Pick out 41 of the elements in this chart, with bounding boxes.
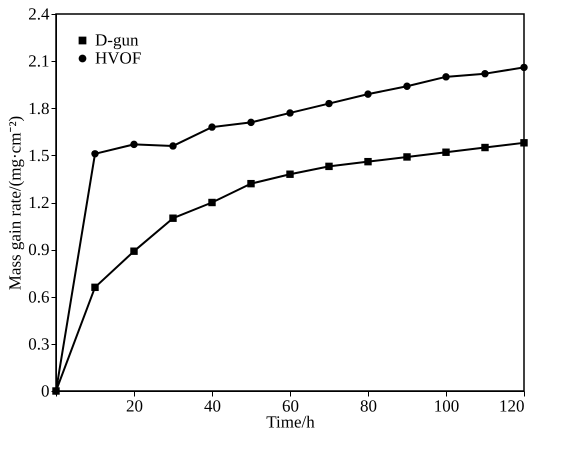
x-tick-label: 40 xyxy=(204,396,221,416)
legend-label: D-gun xyxy=(95,30,139,50)
point xyxy=(247,118,255,126)
y-tick-label: 0.9 xyxy=(28,240,50,260)
y-tick-label: 2.4 xyxy=(28,4,50,24)
x-tick-label: 80 xyxy=(360,396,377,416)
point xyxy=(91,284,99,292)
point xyxy=(403,153,411,161)
point xyxy=(325,100,333,108)
x-tick-label: 60 xyxy=(282,396,299,416)
point xyxy=(403,82,411,90)
x-axis-title: Time/h xyxy=(266,412,316,432)
point xyxy=(130,247,138,255)
point xyxy=(442,148,450,156)
point xyxy=(169,214,177,222)
point xyxy=(520,139,528,147)
point xyxy=(325,162,333,170)
legend-label: HVOF xyxy=(95,48,142,68)
point xyxy=(481,70,489,78)
point xyxy=(364,158,372,166)
y-tick-label: 0.6 xyxy=(28,287,50,306)
y-tick-label: 2.1 xyxy=(28,52,50,71)
x-tick-label: 20 xyxy=(126,396,143,416)
x-tick-label: 100 xyxy=(434,396,460,416)
point xyxy=(130,140,138,148)
point xyxy=(364,90,372,98)
y-tick-label: 1.8 xyxy=(28,98,50,118)
y-tick-label: 0 xyxy=(41,382,50,400)
point xyxy=(91,150,99,158)
point xyxy=(442,73,450,81)
point xyxy=(286,170,294,178)
y-tick-label: 0.3 xyxy=(28,334,50,354)
x-tick-label: 120 xyxy=(499,396,524,416)
y-axis-title: Mass gain rate/(mg·cm⁻²) xyxy=(5,116,24,290)
point xyxy=(247,180,255,188)
point xyxy=(208,123,216,131)
y-tick-label: 1.5 xyxy=(28,146,50,165)
point xyxy=(169,142,177,150)
point xyxy=(520,64,528,72)
point xyxy=(286,109,294,117)
y-tick-label: 1.2 xyxy=(28,193,50,212)
